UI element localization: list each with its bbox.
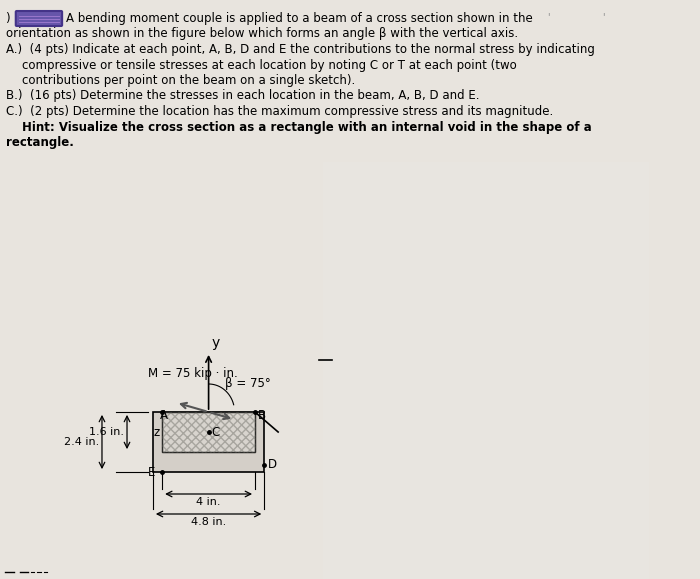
Bar (323, 162, 649, 579)
Text: 2.4 in.: 2.4 in. (64, 437, 99, 447)
Bar (162, 412, 255, 452)
Text: orientation as shown in the figure below which forms an angle β with the vertica: orientation as shown in the figure below… (6, 27, 518, 41)
Text: Hint: Visualize the cross section as a rectangle with an internal void in the sh: Hint: Visualize the cross section as a r… (22, 120, 592, 134)
Text: ': ' (547, 12, 550, 22)
Text: A.)  (4 pts) Indicate at each point, A, B, D and E the contributions to the norm: A.) (4 pts) Indicate at each point, A, B… (6, 43, 594, 56)
Text: E: E (148, 466, 155, 478)
Text: β = 75°: β = 75° (225, 378, 271, 390)
Text: C: C (211, 426, 220, 438)
FancyBboxPatch shape (16, 11, 62, 26)
Text: compressive or tensile stresses at each location by noting C or T at each point : compressive or tensile stresses at each … (22, 58, 517, 71)
Text: 4.8 in.: 4.8 in. (191, 517, 226, 527)
Text: ': ' (603, 12, 605, 22)
Text: contributions per point on the beam on a single sketch).: contributions per point on the beam on a… (22, 74, 356, 87)
Text: A bending moment couple is applied to a beam of a cross section shown in the: A bending moment couple is applied to a … (66, 12, 533, 25)
Text: 1.6 in.: 1.6 in. (89, 427, 124, 437)
Text: M = 75 kip · in.: M = 75 kip · in. (148, 368, 238, 380)
Text: z: z (153, 426, 160, 438)
Text: D: D (268, 459, 277, 471)
Text: rectangle.: rectangle. (6, 136, 74, 149)
Text: ): ) (6, 12, 14, 25)
Text: 4 in.: 4 in. (196, 497, 220, 507)
Text: A: A (160, 409, 169, 422)
Bar (153, 412, 264, 472)
Text: y: y (211, 336, 220, 350)
Text: B.)  (16 pts) Determine the stresses in each location in the beam, A, B, D and E: B.) (16 pts) Determine the stresses in e… (6, 90, 479, 102)
Text: B: B (258, 409, 266, 422)
Bar (162, 412, 255, 452)
Text: C.)  (2 pts) Determine the location has the maximum compressive stress and its m: C.) (2 pts) Determine the location has t… (6, 105, 553, 118)
